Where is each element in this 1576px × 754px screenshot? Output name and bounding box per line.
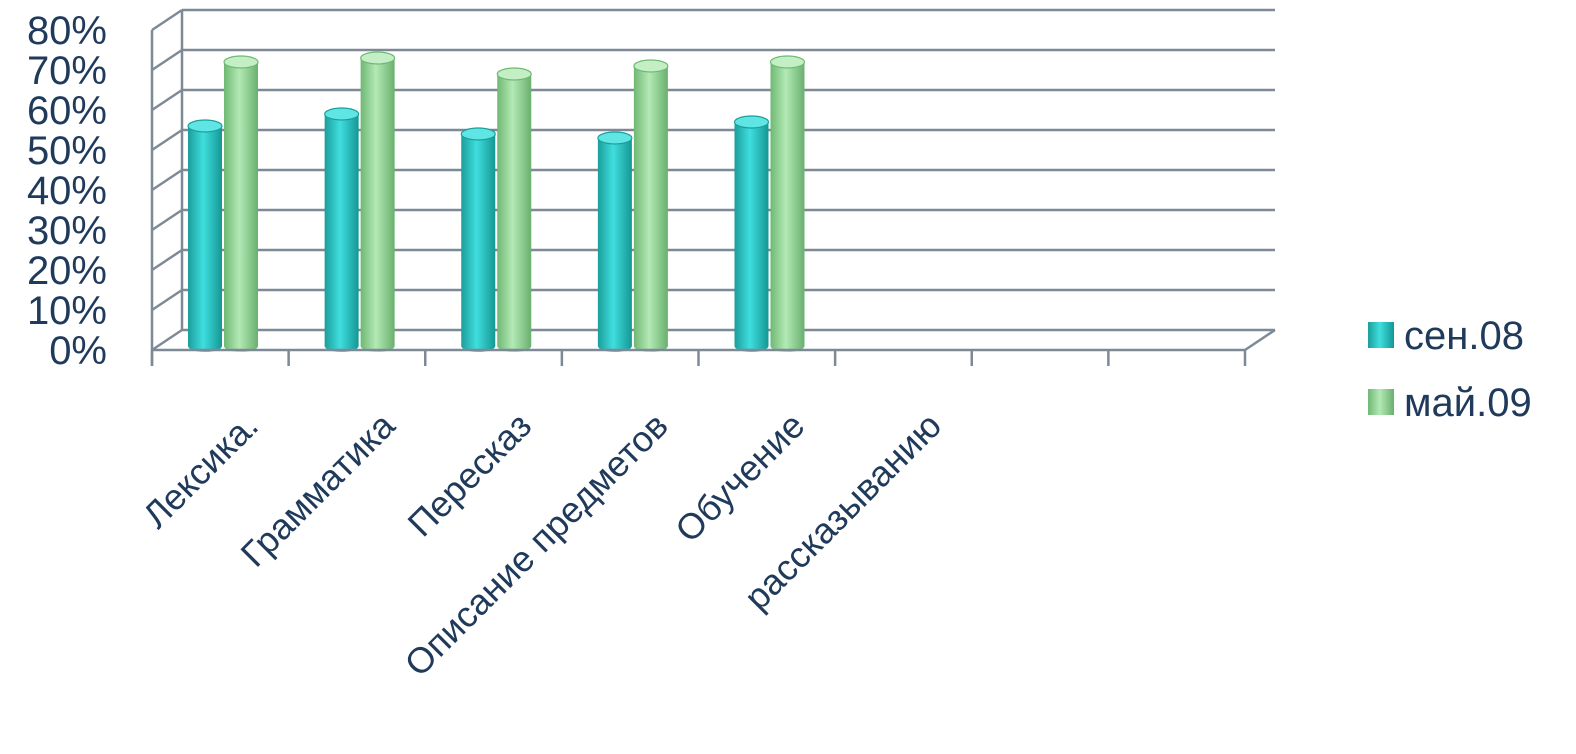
legend-item: май.09	[1368, 381, 1532, 425]
gridline-depth	[151, 208, 183, 232]
gridline-depth	[151, 8, 183, 32]
gridline-depth	[151, 88, 183, 112]
legend: сен.08 май.09	[1368, 314, 1532, 425]
gridline-depth	[151, 288, 183, 312]
bar	[769, 55, 806, 352]
legend-swatch	[1368, 322, 1394, 348]
x-tick-label: Описание предметов	[396, 405, 675, 684]
bar	[223, 55, 259, 352]
floor-right-edge	[1244, 328, 1276, 352]
bar	[324, 107, 360, 352]
y-tick-label: 80%	[27, 9, 107, 53]
x-tick-label: Обучение	[667, 405, 812, 550]
y-tick-label: 40%	[27, 169, 107, 213]
bar	[733, 115, 770, 352]
y-tick-label: 60%	[27, 89, 107, 133]
bar	[460, 127, 496, 352]
legend-swatch	[1368, 389, 1394, 415]
gridline-depth	[151, 48, 183, 72]
bar	[187, 119, 223, 352]
legend-label: сен.08	[1404, 314, 1524, 358]
x-tick-label: Лексика.	[135, 405, 266, 536]
gridline-depth	[151, 168, 183, 192]
gridline-depth	[151, 128, 183, 152]
y-tick-label: 50%	[27, 129, 107, 173]
y-tick-label: 10%	[27, 289, 107, 333]
y-tick-label: 20%	[27, 249, 107, 293]
bar	[597, 131, 633, 352]
y-axis: 0%10%20%30%40%50%60%70%80%	[27, 9, 154, 373]
y-tick-label: 70%	[27, 49, 107, 93]
y-tick-label: 0%	[49, 329, 107, 373]
bar	[496, 67, 532, 352]
bar	[633, 59, 669, 352]
gridline-depth	[151, 248, 183, 272]
gridline-depth	[151, 328, 183, 352]
x-tick-label: Пересказ	[399, 405, 539, 545]
bar	[360, 51, 396, 352]
legend-label: май.09	[1404, 381, 1532, 425]
y-tick-label: 30%	[27, 209, 107, 253]
legend-item: сен.08	[1368, 314, 1524, 358]
bars-layer	[187, 51, 806, 352]
grid-layer	[151, 8, 1276, 352]
